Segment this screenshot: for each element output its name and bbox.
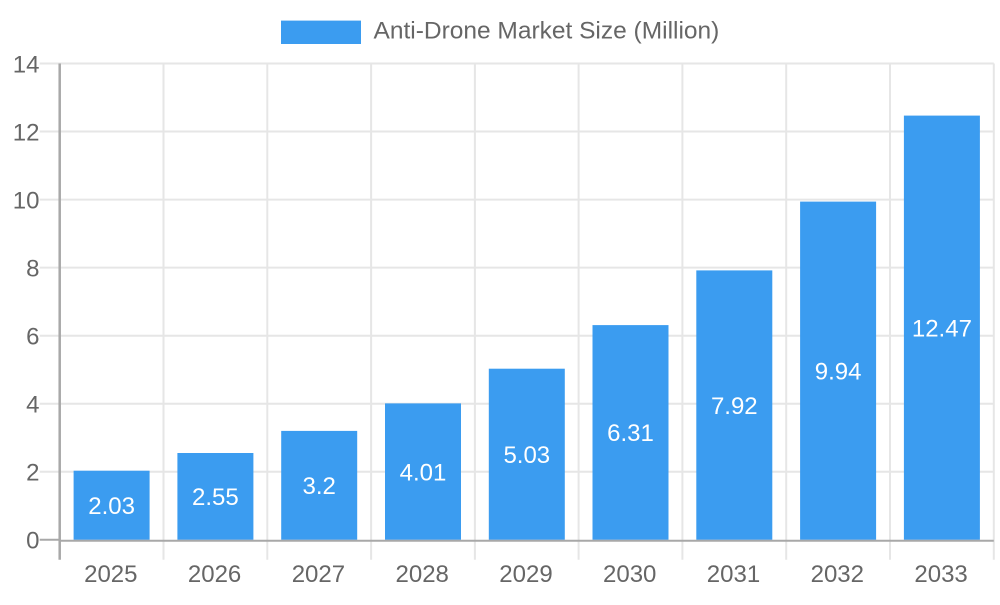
svg-text:2028: 2028 (396, 561, 449, 588)
svg-text:4: 4 (26, 392, 39, 419)
svg-text:2033: 2033 (914, 561, 967, 588)
svg-text:6: 6 (26, 323, 39, 350)
svg-text:7.92: 7.92 (711, 393, 758, 420)
svg-text:2030: 2030 (603, 561, 656, 588)
svg-text:2027: 2027 (292, 561, 345, 588)
svg-text:10: 10 (13, 187, 40, 214)
svg-text:5.03: 5.03 (503, 442, 550, 469)
svg-text:0: 0 (26, 528, 39, 555)
svg-text:2029: 2029 (499, 561, 552, 588)
svg-text:12: 12 (13, 119, 40, 146)
svg-text:2025: 2025 (84, 561, 137, 588)
svg-text:2026: 2026 (188, 561, 241, 588)
svg-text:14: 14 (13, 51, 40, 78)
svg-text:6.31: 6.31 (607, 420, 654, 447)
svg-text:9.94: 9.94 (815, 359, 862, 386)
svg-text:4.01: 4.01 (400, 459, 447, 486)
svg-text:3.2: 3.2 (303, 473, 336, 500)
svg-text:8: 8 (26, 255, 39, 282)
svg-text:2032: 2032 (811, 561, 864, 588)
svg-text:2.03: 2.03 (88, 493, 135, 520)
svg-text:Anti-Drone Market Size (Millio: Anti-Drone Market Size (Million) (374, 18, 720, 45)
svg-text:2031: 2031 (707, 561, 760, 588)
svg-text:12.47: 12.47 (912, 315, 972, 342)
svg-text:2.55: 2.55 (192, 484, 239, 511)
svg-text:2: 2 (26, 460, 39, 487)
